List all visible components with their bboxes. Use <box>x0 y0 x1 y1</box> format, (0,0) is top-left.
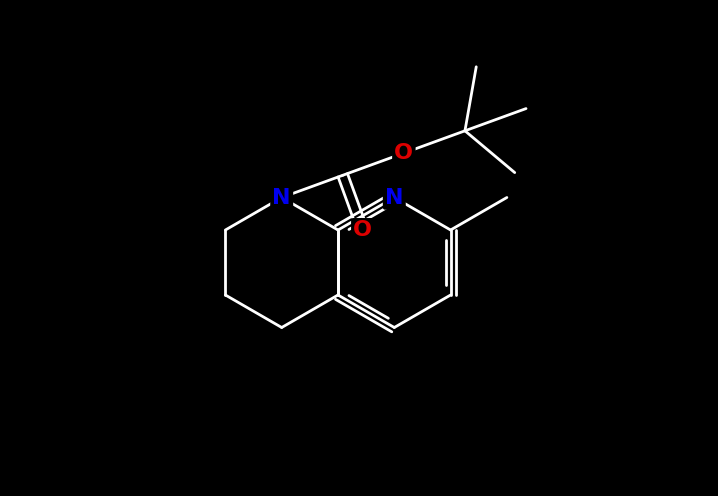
Text: N: N <box>272 187 291 207</box>
Text: N: N <box>385 187 404 207</box>
Text: O: O <box>394 143 414 163</box>
Text: O: O <box>353 220 373 240</box>
